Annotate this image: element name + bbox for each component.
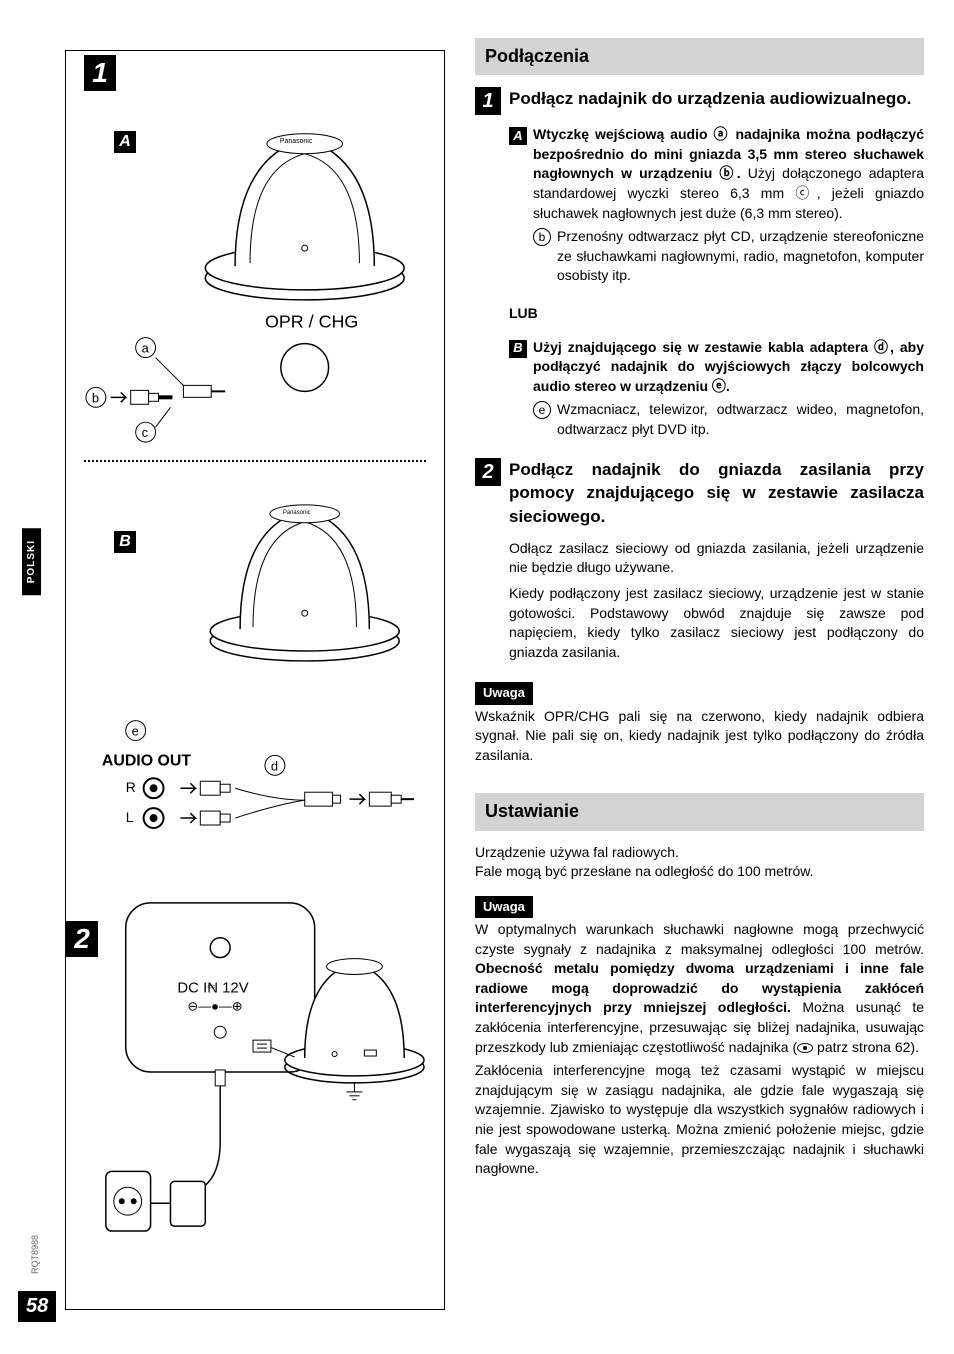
sub-a-bullet-text: Przenośny odtwarzacz płyt CD, urządzenie… [557,227,924,286]
step-1-row: 1 Podłącz nadajnik do urządzenia audiowi… [475,87,924,115]
sub-b-bullet: e Wzmacniacz, telewizor, odtwarzacz wide… [533,400,924,439]
section-header-connections: Podłączenia [475,38,924,75]
note-2-ref: patrz strona 62). [813,1039,919,1055]
svg-text:a: a [142,341,150,356]
page-number: 58 [18,1291,56,1322]
setup-intro-1: Urządzenie używa fal radiowych. [475,843,924,863]
diagram-2-svg: DC IN 12V ⎓ ⊖―●―⊕ [76,883,434,1241]
text-column: Podłączenia 1 Podłącz nadajnik do urządz… [455,20,924,1334]
diagram-container: 1 A Panasonic OPR / CHG a [65,50,445,1310]
svg-text:R: R [126,779,136,795]
audio-out-label: AUDIO OUT [102,752,192,769]
language-tab: POLSKI [22,528,41,595]
reference-icon [797,1043,813,1053]
sub-a-bullet: b Przenośny odtwarzacz płyt CD, urządzen… [533,227,924,286]
circle-b-icon: b [533,228,551,246]
opr-chg-label: OPR / CHG [265,312,358,332]
svg-text:⎓: ⎓ [207,981,215,992]
dc-polarity-label: ⊖―●―⊕ [187,998,242,1013]
sub-a-badge: A [509,127,527,145]
diagram-letter-b: B [114,531,136,553]
note-body-2b: Zakłócenia interferencyjne mogą też czas… [475,1061,924,1179]
note-body-1: Wskaźnik OPR/CHG pali się na czerwono, k… [475,707,924,766]
note-body-2a: W optymalnych warunkach słuchawki nagłow… [475,920,924,1057]
svg-text:e: e [132,724,139,739]
note-label-2: Uwaga [475,896,533,918]
sub-b-bullet-text: Wzmacniacz, telewizor, odtwarzacz wideo,… [557,400,924,439]
page-root: POLSKI RQT8988 58 1 A Panasonic OPR / CH… [0,0,954,1354]
sub-b-row: B Użyj znajdującego się w zestawie kabla… [509,338,924,397]
diagram-step-2-badge: 2 [66,921,98,957]
step-2-body-2: Kiedy podłączony jest zasilacz sieciowy,… [509,584,924,662]
document-reference: RQT8988 [30,1235,40,1274]
step-2-title: Podłącz nadajnik do gniazda zasilania pr… [509,458,924,529]
diagram-separator [84,460,426,462]
step-2-row: 2 Podłącz nadajnik do gniazda zasilania … [475,458,924,529]
svg-text:c: c [142,425,149,440]
circle-e-icon: e [533,401,551,419]
svg-text:Panasonic: Panasonic [283,510,311,516]
diagram-column: 1 A Panasonic OPR / CHG a [55,20,455,1334]
sub-a-text: Wtyczkę wejściową audio ⓐ nadajnika możn… [533,125,924,223]
svg-text:d: d [271,758,278,773]
diagram-letter-a: A [114,131,136,153]
step-1-title: Podłącz nadajnik do urządzenia audiowizu… [509,87,911,115]
note-2-part-a: W optymalnych warunkach słuchawki nagłow… [475,921,924,957]
sub-b-badge: B [509,340,527,358]
sub-a-row: A Wtyczkę wejściową audio ⓐ nadajnika mo… [509,125,924,223]
left-margin: POLSKI RQT8988 58 [0,20,55,1334]
step-2-body-1: Odłącz zasilacz sieciowy od gniazda zasi… [509,539,924,578]
lub-separator: LUB [509,304,924,324]
note-label-1: Uwaga [475,682,533,704]
setup-intro-2: Fale mogą być przesłane na odległość do … [475,862,924,882]
brand-label: Panasonic [280,138,313,145]
svg-text:b: b [92,390,99,405]
section-header-setup: Ustawianie [475,793,924,830]
step-2-number: 2 [475,458,501,486]
sub-b-bold: Użyj znajdującego się w zestawie kabla a… [533,338,924,397]
step-1-number: 1 [475,87,501,115]
diagram-step-1-badge: 1 [84,55,116,91]
svg-text:L: L [126,809,134,825]
